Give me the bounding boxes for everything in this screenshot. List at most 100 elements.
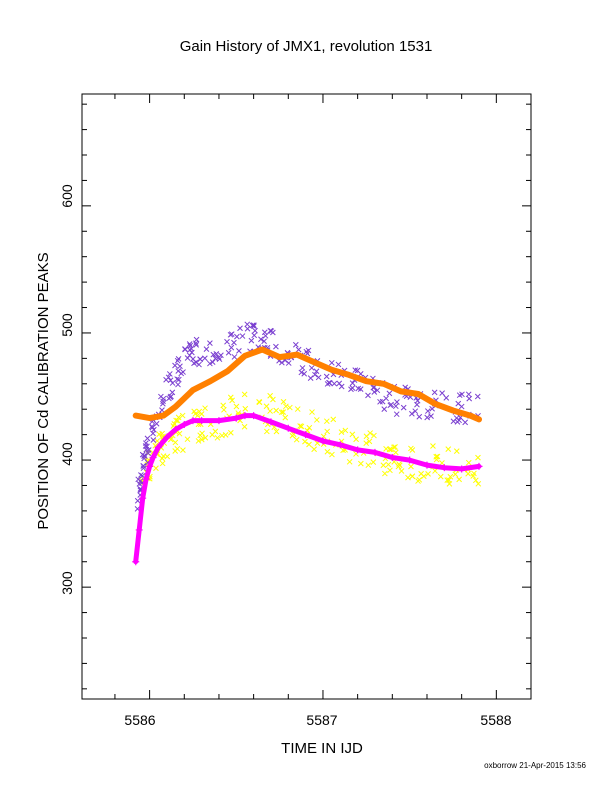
data-point — [313, 417, 320, 423]
data-point — [398, 468, 405, 474]
data-point — [475, 462, 483, 470]
data-point — [233, 403, 240, 410]
data-point — [414, 401, 420, 408]
data-point — [252, 327, 258, 334]
data-point — [169, 380, 176, 386]
data-point — [225, 349, 232, 356]
data-point — [392, 403, 399, 410]
data-point — [187, 342, 194, 349]
data-point — [392, 449, 399, 456]
data-point — [475, 454, 481, 461]
data-point — [261, 329, 268, 336]
data-point — [293, 436, 300, 443]
footer-stamp: oxborrow 21-Apr-2015 13:56 — [484, 761, 586, 770]
data-point — [299, 365, 306, 371]
data-point — [465, 391, 472, 398]
data-point — [267, 418, 275, 426]
data-point — [324, 448, 331, 455]
data-point — [416, 413, 423, 420]
data-point — [273, 407, 280, 414]
data-point — [239, 333, 246, 339]
data-point — [409, 410, 415, 417]
data-point — [151, 426, 157, 433]
data-point — [172, 426, 180, 434]
data-point — [166, 371, 173, 377]
data-point — [474, 393, 481, 400]
data-point — [323, 418, 330, 425]
data-point — [232, 414, 240, 422]
data-point — [198, 411, 205, 417]
data-point — [363, 440, 370, 447]
data-point — [408, 463, 414, 470]
data-point — [153, 465, 159, 472]
data-point — [195, 438, 202, 444]
data-point — [335, 361, 342, 368]
data-point — [462, 419, 469, 426]
data-point — [220, 402, 227, 409]
data-point — [446, 477, 452, 483]
data-point — [453, 448, 460, 454]
data-point — [207, 340, 213, 347]
data-point — [393, 411, 400, 418]
data-point — [150, 430, 156, 437]
data-point — [400, 404, 407, 411]
data-point — [283, 403, 289, 410]
data-point — [167, 394, 174, 401]
data-point — [250, 412, 258, 420]
data-point — [406, 456, 414, 464]
data-point — [357, 386, 364, 392]
data-point — [336, 441, 344, 449]
data-point — [298, 423, 305, 430]
data-point — [172, 362, 178, 369]
data-point — [450, 418, 457, 425]
data-point — [307, 375, 314, 381]
data-point — [169, 389, 176, 396]
data-point — [431, 389, 438, 396]
y-tick-label-600: 600 — [59, 184, 75, 208]
data-point — [313, 368, 320, 375]
data-point — [434, 453, 441, 460]
data-point — [280, 409, 287, 415]
data-point — [475, 480, 482, 487]
data-point — [430, 443, 436, 449]
data-point — [258, 336, 264, 343]
data-point — [237, 325, 243, 332]
data-point — [374, 387, 381, 394]
data-point — [149, 423, 155, 430]
data-point — [329, 451, 335, 458]
data-point — [298, 369, 305, 376]
data-point — [222, 432, 229, 438]
data-point — [261, 338, 267, 345]
series-3 — [139, 391, 482, 487]
series-0 — [132, 346, 482, 423]
x-tick-label-5586: 5586 — [124, 712, 155, 728]
data-point — [214, 434, 221, 441]
data-point — [379, 398, 386, 405]
data-point — [263, 428, 270, 435]
data-point — [382, 470, 388, 477]
data-point — [309, 409, 315, 415]
data-point — [319, 437, 327, 445]
data-point — [409, 473, 416, 480]
data-point — [256, 399, 262, 405]
y-tick-label-500: 500 — [59, 313, 75, 337]
data-point — [182, 346, 188, 353]
data-point — [465, 459, 472, 466]
data-point — [190, 356, 196, 362]
data-point — [346, 458, 353, 465]
data-point — [164, 453, 171, 460]
data-point — [447, 473, 454, 480]
data-point — [142, 443, 149, 449]
data-point — [349, 431, 356, 438]
data-point — [370, 459, 377, 465]
data-point — [391, 444, 397, 451]
y-tick-label-400: 400 — [59, 442, 75, 466]
data-point — [315, 374, 322, 381]
data-point — [285, 360, 292, 366]
data-point — [188, 345, 195, 352]
data-point — [452, 471, 459, 478]
data-point — [241, 391, 248, 398]
data-point — [354, 446, 362, 454]
data-point — [221, 406, 227, 413]
